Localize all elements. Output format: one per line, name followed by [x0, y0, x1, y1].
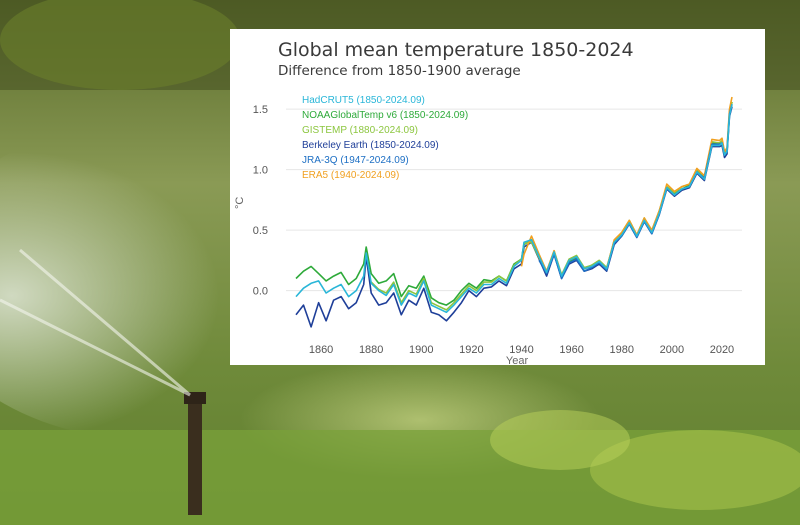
x-tick-label: 2020	[710, 344, 734, 356]
y-axis-label: °C	[234, 197, 246, 209]
x-tick-label: 1880	[359, 344, 383, 356]
legend-entry-noaa: NOAAGlobalTemp v6 (1850-2024.09)	[302, 110, 468, 121]
y-tick-label: 1.0	[253, 165, 268, 177]
x-tick-label: 1860	[309, 344, 333, 356]
x-tick-label: 1960	[559, 344, 583, 356]
x-axis-label: Year	[506, 355, 529, 365]
series-line-jra3q	[538, 104, 733, 280]
legend-entry-jra3q: JRA-3Q (1947-2024.09)	[302, 155, 409, 166]
legend-entry-gistemp: GISTEMP (1880-2024.09)	[302, 125, 418, 136]
y-tick-label: 0.0	[253, 286, 268, 298]
x-tick-labels: 1860 1880 1900 1920 1940 1960 1980 2000 2020	[309, 344, 734, 356]
series-lines	[295, 96, 733, 328]
series-line-hadcrut	[295, 104, 733, 314]
y-tick-label: 1.5	[253, 104, 268, 116]
x-tick-label: 1920	[459, 344, 483, 356]
legend-entry-era5: ERA5 (1940-2024.09)	[302, 170, 399, 181]
gridlines	[286, 108, 742, 292]
x-tick-label: 2000	[660, 344, 684, 356]
y-tick-label: 0.5	[253, 225, 268, 237]
x-tick-label: 1980	[609, 344, 633, 356]
legend-entry-berkeley: Berkeley Earth (1850-2024.09)	[302, 140, 439, 151]
temperature-line-chart: Global mean temperature 1850-2024 Differ…	[234, 39, 742, 365]
y-tick-labels: 0.0 0.5 1.0 1.5	[253, 104, 268, 297]
series-line-era5	[520, 96, 733, 277]
x-tick-label: 1940	[509, 344, 533, 356]
chart-panel: Global mean temperature 1850-2024 Differ…	[230, 29, 765, 365]
x-tick-label: 1900	[409, 344, 433, 356]
legend-entry-hadcrut: HadCRUT5 (1850-2024.09)	[302, 95, 425, 106]
legend: HadCRUT5 (1850-2024.09) NOAAGlobalTemp v6…	[302, 95, 468, 181]
chart-subtitle: Difference from 1850-1900 average	[278, 63, 521, 79]
chart-title: Global mean temperature 1850-2024	[278, 39, 634, 61]
